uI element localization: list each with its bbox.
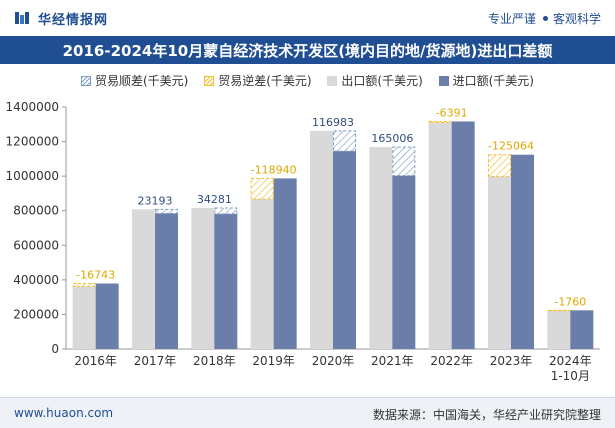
x-tick-label-0: 2016年 bbox=[74, 354, 117, 368]
y-tick-label-6: 1200000 bbox=[6, 135, 59, 149]
x-tick-label-8-line-0: 2024年 bbox=[549, 354, 592, 368]
y-tick-label-4: 800000 bbox=[13, 204, 59, 218]
bar-export-1 bbox=[132, 209, 155, 349]
bar-surplus-1 bbox=[156, 209, 178, 213]
bar-export-0 bbox=[73, 286, 96, 349]
y-tick-label-0: 0 bbox=[51, 342, 59, 356]
bar-import-3 bbox=[274, 178, 297, 349]
x-tick-label-4: 2020年 bbox=[312, 354, 355, 368]
bar-import-2 bbox=[214, 214, 237, 349]
balance-label-7: -125064 bbox=[488, 140, 534, 153]
bar-surplus-4 bbox=[334, 131, 356, 151]
brand-name: 华经情报网 bbox=[38, 9, 108, 28]
y-tick-label-5: 1000000 bbox=[6, 169, 59, 183]
balance-label-2: 34281 bbox=[197, 193, 232, 206]
tagline-right: 客观科学 bbox=[553, 12, 601, 26]
balance-label-6: -6391 bbox=[436, 106, 468, 119]
bar-import-7 bbox=[511, 155, 534, 349]
x-tick-label-1: 2017年 bbox=[134, 354, 177, 368]
bar-deficit-6 bbox=[429, 121, 451, 122]
legend-swatch-export bbox=[327, 76, 337, 86]
bar-surplus-5 bbox=[393, 147, 415, 176]
balance-label-0: -16743 bbox=[76, 269, 115, 282]
bar-import-8 bbox=[570, 310, 593, 349]
legend-label-surplus: 贸易顺差(千美元) bbox=[95, 74, 188, 88]
tagline: 专业严谨 客观科学 bbox=[488, 10, 601, 27]
footer: www.huaon.com 数据来源：中国海关，华经产业研究院整理 bbox=[0, 397, 615, 428]
balance-label-3: -118940 bbox=[251, 163, 297, 176]
chart-legend: 贸易顺差(千美元) 贸易逆差(千美元) 出口额(千美元) 进口额(千美元) bbox=[0, 72, 615, 92]
legend-item-deficit: 贸易逆差(千美元) bbox=[204, 72, 311, 89]
legend-swatch-surplus bbox=[81, 76, 91, 86]
legend-label-export: 出口额(千美元) bbox=[341, 74, 422, 88]
bar-deficit-0 bbox=[73, 284, 95, 287]
x-tick-label-5: 2021年 bbox=[371, 354, 414, 368]
x-tick-label-3: 2019年 bbox=[252, 354, 295, 368]
bar-import-5 bbox=[392, 176, 415, 349]
bar-import-1 bbox=[155, 213, 178, 349]
x-tick-label-6: 2022年 bbox=[430, 354, 473, 368]
legend-item-export: 出口额(千美元) bbox=[327, 72, 422, 89]
footer-site: www.huaon.com bbox=[14, 406, 113, 420]
title-bar: 2016-2024年10月蒙自经济技术开发区(境内目的地/货源地)进出口差额 bbox=[0, 36, 615, 64]
huajing-logo-icon bbox=[14, 10, 30, 26]
legend-item-surplus: 贸易顺差(千美元) bbox=[81, 72, 188, 89]
bar-deficit-7 bbox=[489, 155, 511, 177]
legend-label-import: 进口额(千美元) bbox=[453, 74, 534, 88]
bar-import-6 bbox=[452, 121, 475, 349]
balance-label-4: 116983 bbox=[312, 116, 354, 129]
chart-title: 2016-2024年10月蒙自经济技术开发区(境内目的地/货源地)进出口差额 bbox=[0, 40, 615, 61]
tagline-dot-icon bbox=[543, 16, 548, 21]
bar-export-8 bbox=[547, 311, 570, 349]
y-tick-label-2: 400000 bbox=[13, 273, 59, 287]
bar-export-6 bbox=[429, 123, 452, 349]
legend-label-deficit: 贸易逆差(千美元) bbox=[218, 74, 311, 88]
y-tick-label-1: 200000 bbox=[13, 307, 59, 321]
legend-item-import: 进口额(千美元) bbox=[439, 72, 534, 89]
bar-deficit-3 bbox=[251, 178, 273, 199]
bar-surplus-2 bbox=[215, 208, 237, 214]
bar-export-5 bbox=[369, 147, 392, 349]
bar-import-4 bbox=[333, 151, 356, 349]
bar-export-7 bbox=[488, 176, 511, 349]
x-tick-label-7: 2023年 bbox=[490, 354, 533, 368]
footer-source: 数据来源：中国海关，华经产业研究院整理 bbox=[373, 406, 601, 423]
x-tick-label-8-line-1: 1-10月 bbox=[551, 369, 590, 383]
x-tick-label-2: 2018年 bbox=[193, 354, 236, 368]
bar-import-0 bbox=[96, 284, 119, 349]
balance-label-1: 23193 bbox=[138, 194, 173, 207]
bar-export-3 bbox=[251, 199, 274, 349]
top-bar: 华经情报网 专业严谨 客观科学 bbox=[0, 0, 615, 36]
bar-export-4 bbox=[310, 131, 333, 349]
bar-export-2 bbox=[191, 208, 214, 349]
legend-swatch-deficit bbox=[204, 76, 214, 86]
balance-label-5: 165006 bbox=[371, 132, 413, 145]
y-tick-label-3: 600000 bbox=[13, 238, 59, 252]
tagline-left: 专业严谨 bbox=[488, 12, 536, 26]
bar-chart: 0 200000 400000 600000 800000 1000000 1200000 1… bbox=[0, 92, 615, 397]
y-tick-label-7: 1400000 bbox=[6, 100, 59, 114]
balance-label-8: -1760 bbox=[554, 295, 586, 308]
legend-swatch-import bbox=[439, 76, 449, 86]
